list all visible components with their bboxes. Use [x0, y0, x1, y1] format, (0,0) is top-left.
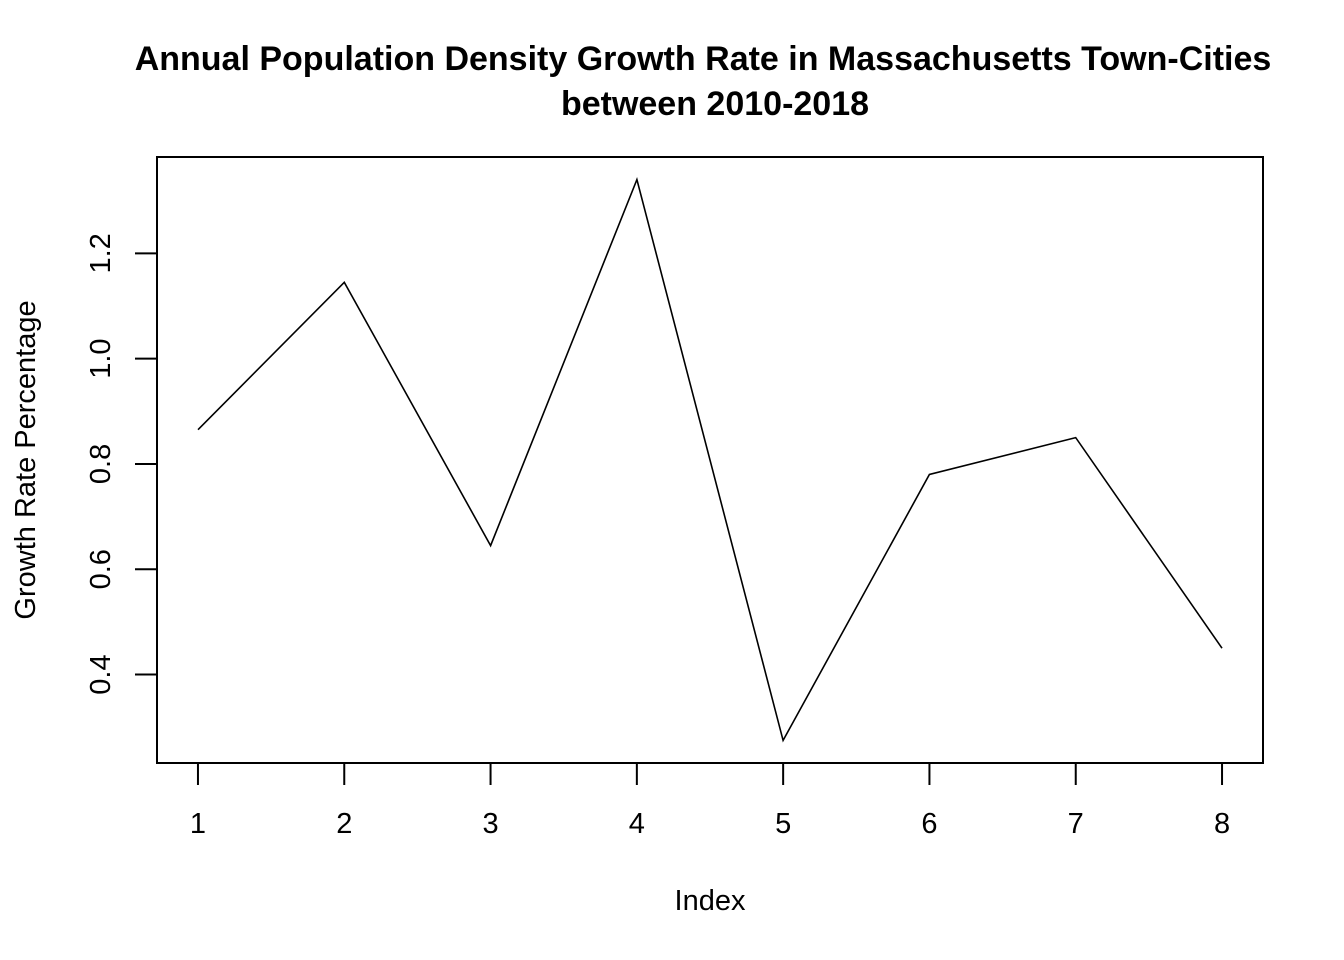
y-tick-label: 0.8 — [85, 444, 117, 484]
x-tick-label: 3 — [482, 808, 498, 840]
x-tick-label: 7 — [1068, 808, 1084, 840]
y-tick-label: 0.6 — [85, 549, 117, 589]
x-axis-label: Index — [675, 885, 746, 917]
y-axis: 0.4 0.6 0.8 1.0 1.2 — [85, 233, 158, 695]
series-line — [197, 177, 1223, 743]
chart-title-line-1: Annual Population Density Growth Rate in… — [135, 40, 1272, 78]
chart-title-line-2: between 2010-2018 — [561, 85, 869, 123]
x-tick-label: 2 — [336, 808, 352, 840]
x-tick-label: 4 — [629, 808, 645, 840]
x-tick-label: 5 — [775, 808, 791, 840]
x-tick-label: 8 — [1214, 808, 1230, 840]
y-axis-label: Growth Rate Percentage — [10, 300, 42, 619]
y-tick-label: 1.0 — [85, 338, 117, 378]
x-axis: 1 2 3 4 5 6 7 8 — [190, 762, 1230, 840]
x-tick-label: 1 — [190, 808, 206, 840]
y-tick-label: 1.2 — [85, 233, 117, 273]
data-series — [197, 177, 1223, 743]
x-tick-label: 6 — [921, 808, 937, 840]
y-tick-label: 0.4 — [85, 654, 117, 694]
